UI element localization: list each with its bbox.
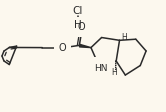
- Text: Cl: Cl: [73, 6, 83, 16]
- Text: O: O: [58, 43, 66, 53]
- Text: H: H: [121, 33, 127, 42]
- Text: H: H: [111, 68, 117, 77]
- Text: O: O: [77, 22, 85, 32]
- Text: H: H: [74, 20, 82, 30]
- Polygon shape: [79, 44, 91, 48]
- Text: HN: HN: [94, 64, 108, 73]
